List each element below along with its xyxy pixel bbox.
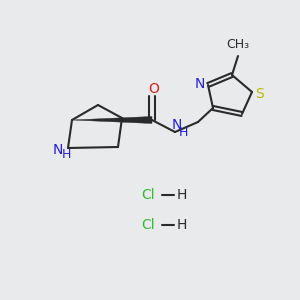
Text: H: H [178, 127, 188, 140]
Text: H: H [61, 148, 71, 161]
Text: CH₃: CH₃ [226, 38, 250, 51]
Polygon shape [72, 116, 152, 124]
Text: N: N [195, 77, 205, 91]
Text: O: O [148, 82, 159, 96]
Text: H: H [177, 188, 187, 202]
Text: S: S [256, 87, 264, 101]
Text: N: N [53, 143, 63, 157]
Text: H: H [177, 218, 187, 232]
Text: Cl: Cl [141, 218, 155, 232]
Text: N: N [172, 118, 182, 132]
Text: Cl: Cl [141, 188, 155, 202]
